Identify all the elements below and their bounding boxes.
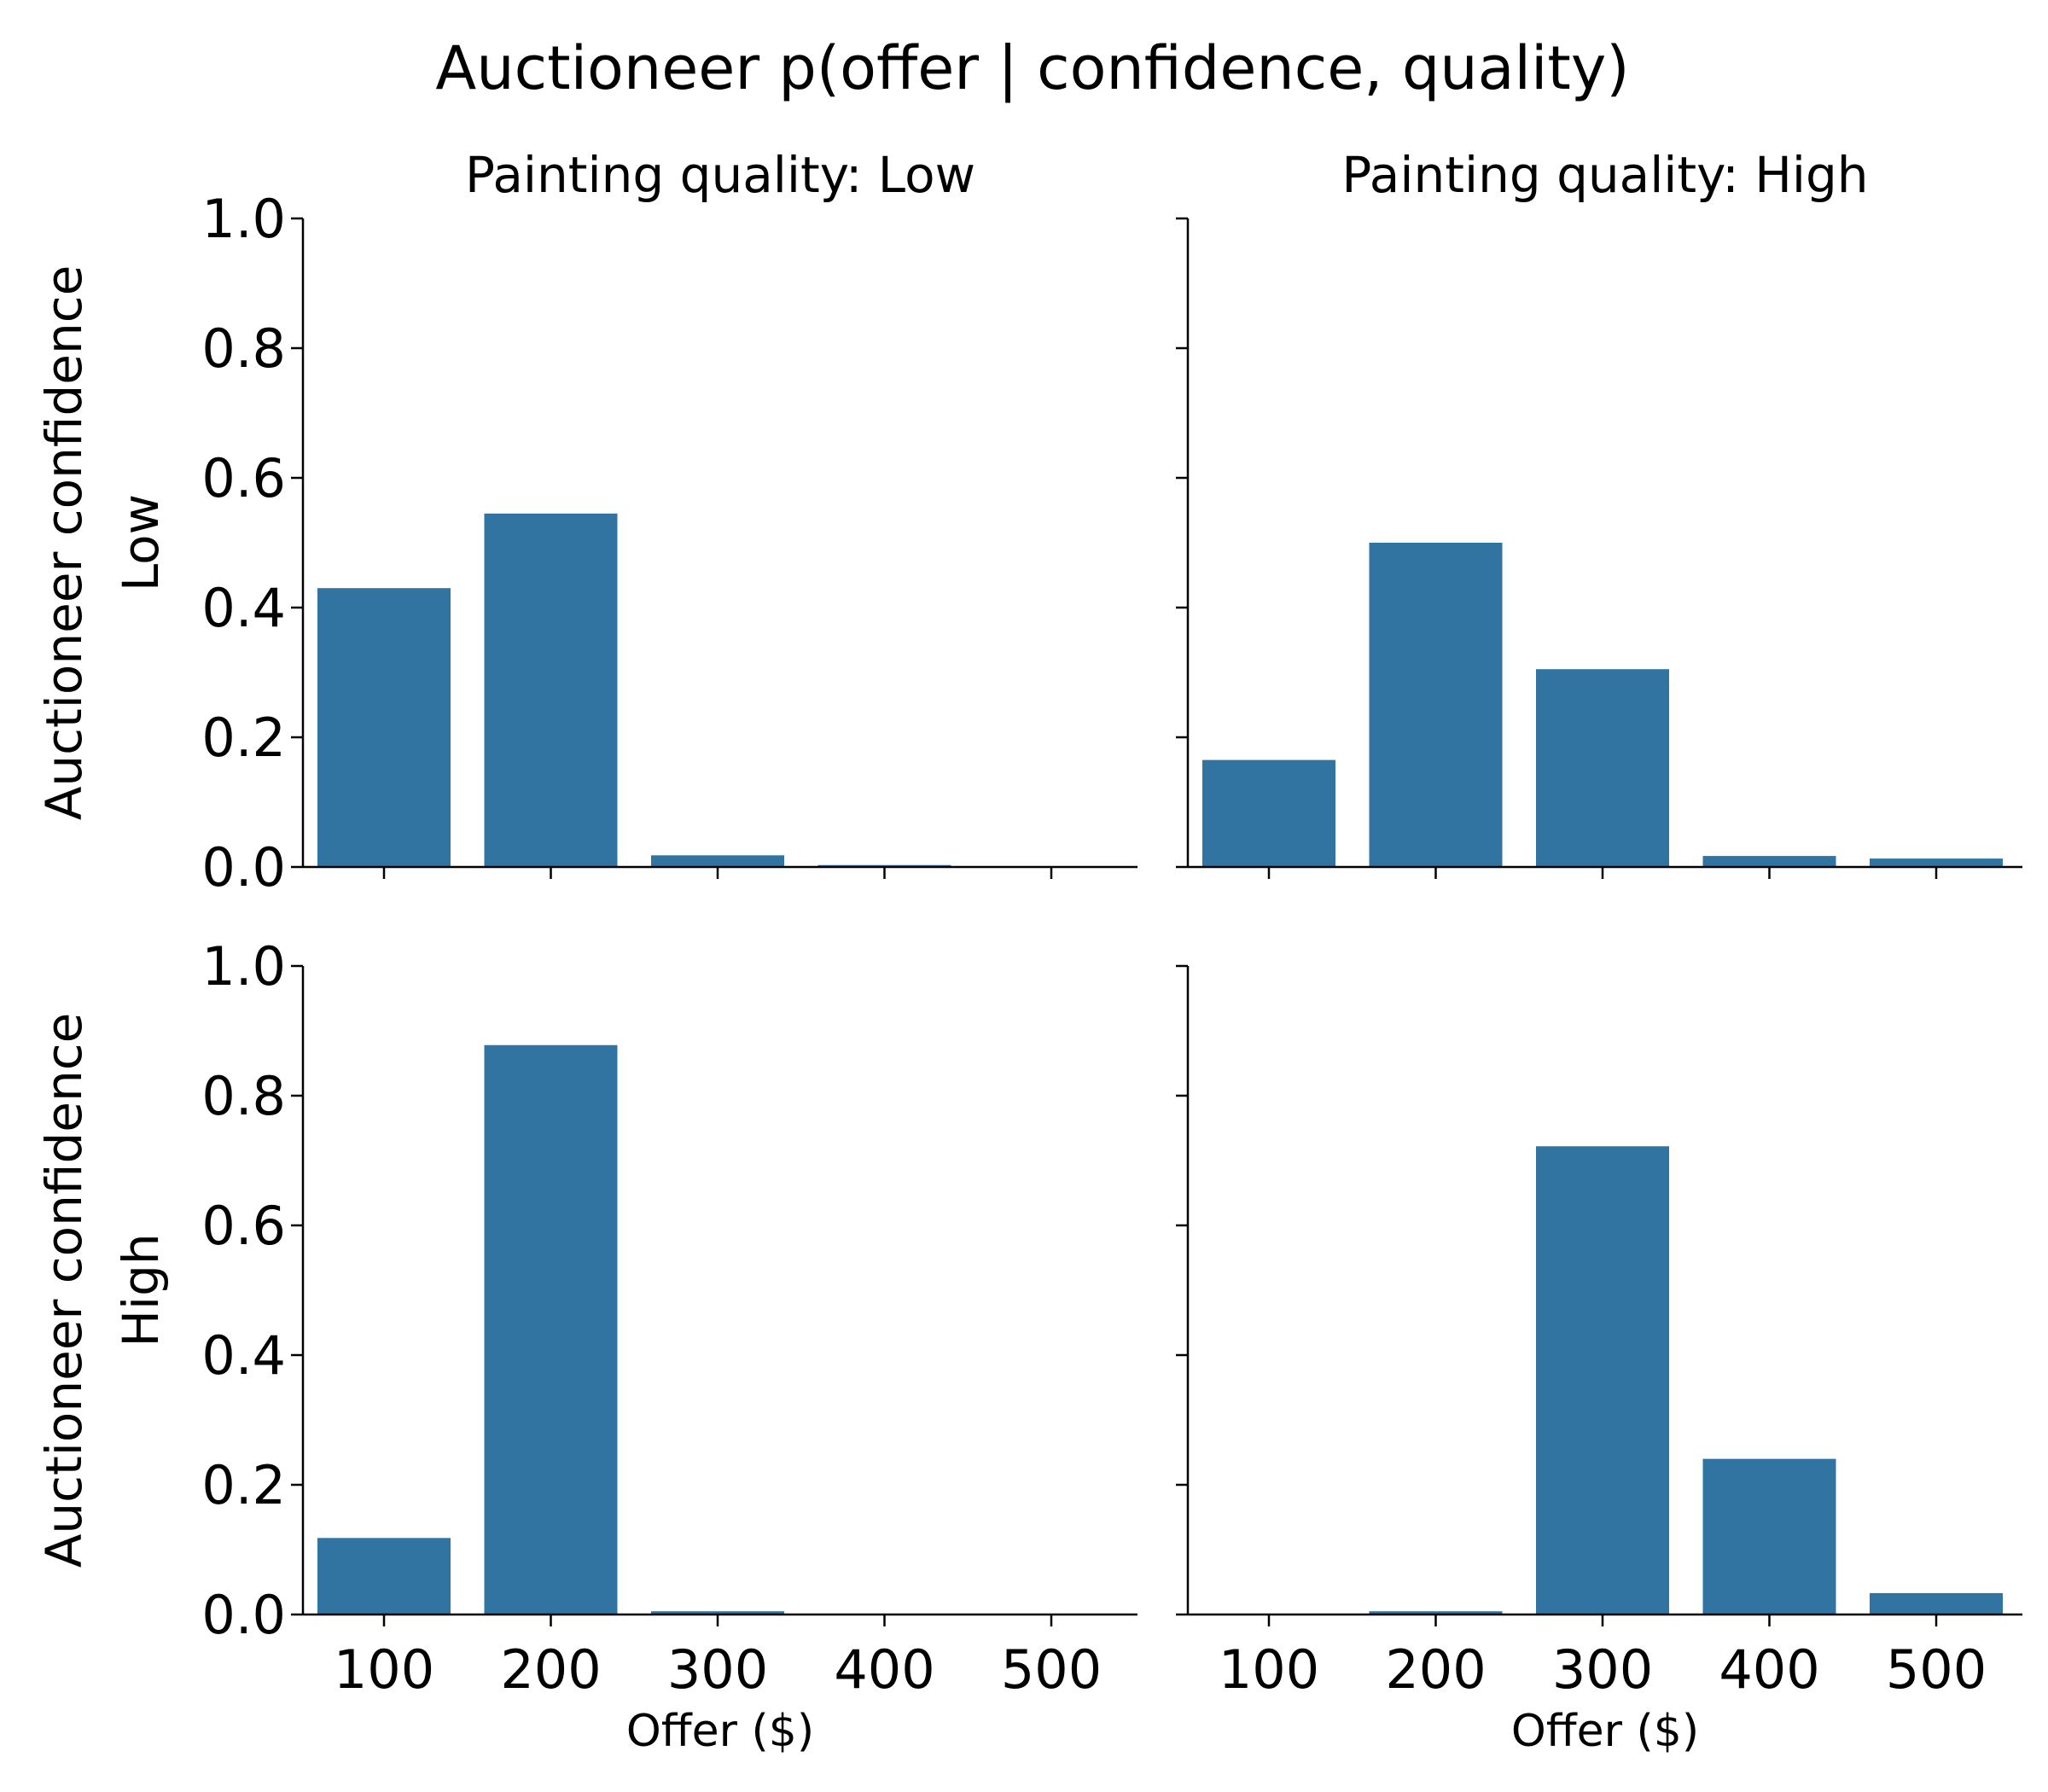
bar-200 [484,513,618,867]
x-axis-label: Offer ($) [626,1706,814,1757]
bar-300 [1536,1146,1669,1615]
bar-100 [317,1538,451,1615]
y-tick-label: 0.8 [201,1065,286,1127]
x-tick-label: 500 [1886,1638,1987,1701]
bar-200 [484,1044,618,1615]
chart-title: Auctioneer p(offer | confidence, quality… [435,33,1629,103]
y-tick-label: 0.4 [201,577,286,639]
x-tick-label: 100 [1219,1638,1319,1701]
x-tick-label: 200 [500,1638,601,1701]
bar-100 [317,588,451,867]
panel-title: Painting quality: Low [465,146,975,204]
bar-300 [1536,669,1669,867]
x-tick-label: 300 [667,1638,768,1701]
y-tick-label: 1.0 [201,188,286,250]
bar-500 [1870,858,2003,867]
bar-200 [1369,543,1503,867]
y-tick-label: 0.0 [201,1584,286,1646]
row-label-line-1: Auctioneer confidence [35,265,93,821]
y-tick-label: 0.4 [201,1324,286,1387]
bar-100 [1202,759,1335,867]
y-tick-label: 0.8 [201,317,286,380]
y-tick-label: 0.2 [201,1454,286,1516]
panel-1-0: 0.0 0.2 0.4 0.6 0.8 1.0 100 200 300 400 500 Offer (… [35,935,1137,1757]
panel-title: Painting quality: High [1341,146,1868,204]
y-tick-label: 0.6 [201,1195,286,1257]
y-tick-label: 0.0 [201,836,286,899]
panels-container: 0.0 0.2 0.4 0.6 0.8 1.0 Painting quality: Low A… [35,146,2022,1757]
bar-300 [651,1611,784,1615]
panel-1-1: 100 200 300 400 500 Offer ($) [1176,964,2022,1757]
y-tick-label: 1.0 [201,935,286,998]
x-tick-label: 100 [334,1638,434,1701]
bar-400 [1702,1458,1836,1615]
bar-200 [1369,1611,1503,1615]
row-label-line-2: Low [112,494,170,591]
bar-400 [1702,856,1836,867]
x-axis-label: Offer ($) [1511,1706,1699,1757]
bar-500 [1870,1592,2003,1615]
panel-0-1: Painting quality: High [1176,146,2022,879]
x-tick-label: 300 [1552,1638,1653,1701]
x-tick-label: 400 [1719,1638,1819,1701]
x-tick-label: 500 [1001,1638,1102,1701]
x-tick-label: 400 [834,1638,934,1701]
panel-0-0: 0.0 0.2 0.4 0.6 0.8 1.0 Painting quality: Low A… [35,146,1137,899]
y-tick-label: 0.2 [201,707,286,769]
row-label-line-1: Auctioneer confidence [35,1013,93,1568]
x-tick-label: 200 [1385,1638,1486,1701]
y-tick-label: 0.6 [201,447,286,509]
row-label-line-2: High [112,1233,170,1347]
bar-300 [651,855,784,867]
